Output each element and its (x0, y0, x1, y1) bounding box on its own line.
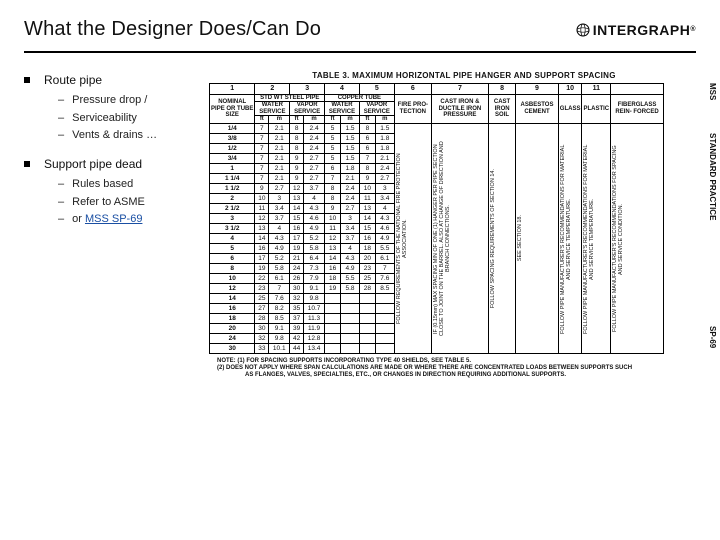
h-steel: STD WT STEEL PIPE (255, 94, 325, 102)
mss-label: MSS (708, 83, 717, 100)
bullet-l2: –Vents & drains … (58, 127, 189, 145)
note-1: NOTE: (1) FOR SPACING SUPPORTS INCORPORA… (217, 358, 711, 365)
col-number-row: 1234567891011 (210, 84, 664, 95)
h-nominal: NOMINAL PIPE OR TUBE SIZE (210, 94, 255, 123)
h-fiberglass: FIBERGLASS REIN- FORCED (611, 94, 664, 123)
header: What the Designer Does/Can Do INTERGRAPH… (24, 18, 696, 41)
group-header-row-1: NOMINAL PIPE OR TUBE SIZE STD WT STEEL P… (210, 94, 664, 102)
h-asbestos: ASBESTOS CEMENT (516, 94, 559, 123)
h-castiron: CAST IRON & DUCTILE IRON PRESSURE (431, 94, 488, 123)
mss-link[interactable]: MSS SP-69 (85, 213, 142, 225)
h-water2: WATER SERVICE (325, 102, 360, 116)
spacing-table: 1234567891011 NOMINAL PIPE OR TUBE SIZE … (209, 83, 664, 354)
body: Route pipe –Pressure drop /–Serviceabilit… (24, 71, 696, 229)
logo: INTERGRAPH ® (576, 22, 696, 38)
bullet-l2: –Rules based (58, 176, 189, 194)
globe-icon (576, 23, 590, 37)
table-body: 1/472.182.451.581.5FOLLOW REQUIREMENTS O… (210, 124, 664, 354)
bullet-l2: –Pressure drop / (58, 92, 189, 110)
bullet-l1: Support pipe dead (24, 155, 189, 174)
table-row: 1/472.182.451.581.5FOLLOW REQUIREMENTS O… (210, 124, 664, 134)
figure-wrap: 1234567891011 NOMINAL PIPE OR TUBE SIZE … (209, 83, 719, 354)
h-fire: FIRE PRO- TECTION (394, 94, 431, 123)
bullet-l2: –Serviceability (58, 110, 189, 128)
h-water1: WATER SERVICE (255, 102, 290, 116)
h-vapor1: VAPOR SERVICE (290, 102, 325, 116)
sp69-label: SP-69 (708, 326, 717, 348)
bullet-l2: –Refer to ASME (58, 194, 189, 212)
logo-text: INTERGRAPH (593, 22, 691, 38)
bullet-l1: Route pipe (24, 71, 189, 90)
std-practice-label: STANDARD PRACTICE (708, 133, 717, 220)
h-soil: CAST IRON SOIL (488, 94, 515, 123)
bullet-list: Route pipe –Pressure drop /–Serviceabilit… (24, 71, 189, 229)
slide-title: What the Designer Does/Can Do (24, 18, 321, 41)
h-copper: COPPER TUBE (325, 94, 395, 102)
note-2b: AS FLANGES, VALVES, SPECIALTIES, ETC., O… (245, 372, 711, 379)
bullet-l2: –or MSS SP-69 (58, 211, 189, 229)
figure-table3: TABLE 3. MAXIMUM HORIZONTAL PIPE HANGER … (209, 71, 719, 511)
figure-caption: TABLE 3. MAXIMUM HORIZONTAL PIPE HANGER … (209, 71, 719, 80)
header-rule (24, 51, 696, 53)
slide: What the Designer Does/Can Do INTERGRAPH… (0, 0, 720, 540)
h-vapor2: VAPOR SERVICE (359, 102, 394, 116)
h-glass: GLASS (558, 94, 582, 123)
footnote: NOTE: (1) FOR SPACING SUPPORTS INCORPORA… (209, 358, 719, 380)
h-plastic: PLASTIC (582, 94, 611, 123)
note-2: (2) DOES NOT APPLY WHERE SPAN CALCULATIO… (217, 365, 711, 372)
